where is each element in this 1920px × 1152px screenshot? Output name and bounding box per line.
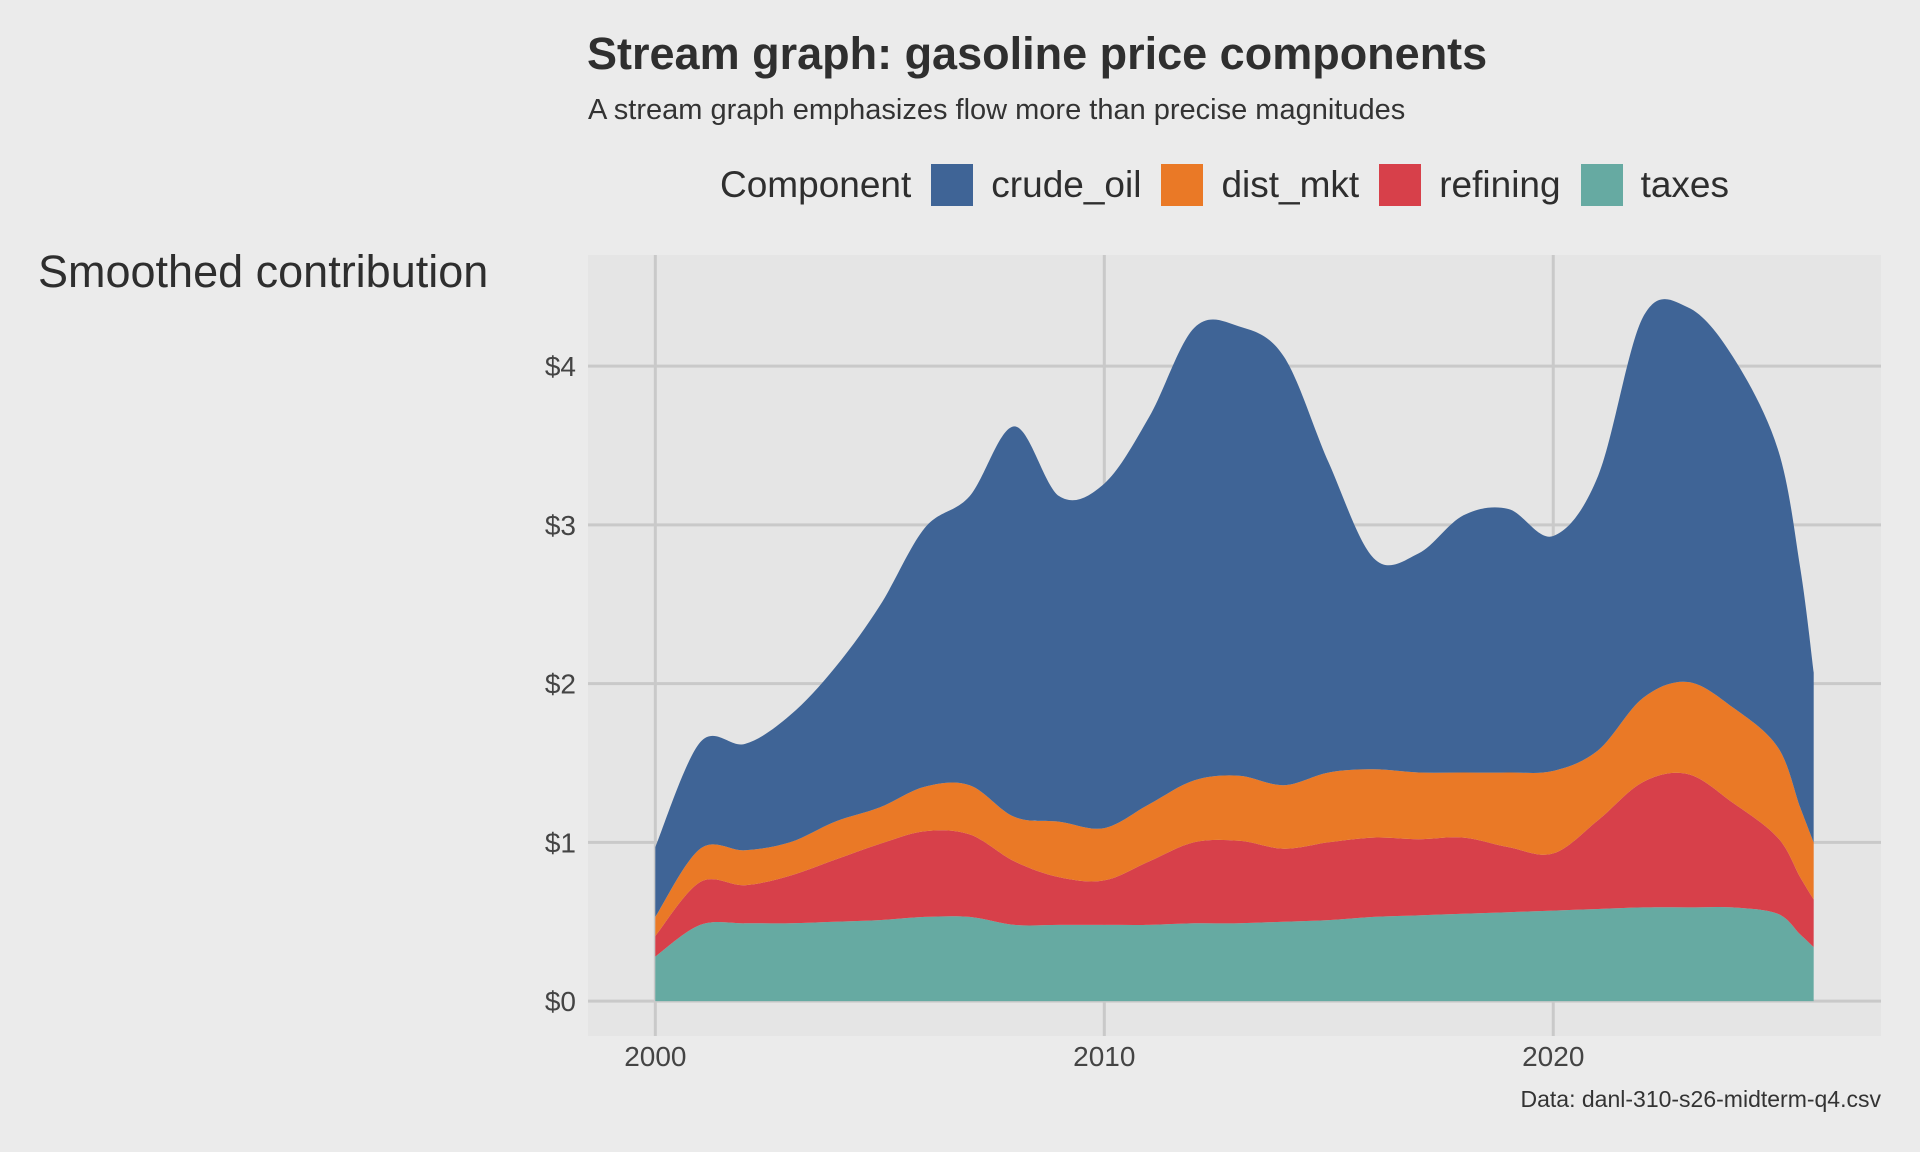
stream-area-taxes <box>655 906 1814 1002</box>
y-axis-ticks: $0 $1 $2 $3 $4 <box>545 351 576 1017</box>
legend-label-taxes: taxes <box>1640 164 1730 205</box>
stream-area-dist-mkt <box>655 681 1814 936</box>
x-tick-label: 2000 <box>624 1041 686 1072</box>
legend-item-dist-mkt: dist_mkt <box>1161 164 1359 206</box>
chart-title: Stream graph: gasoline price components <box>587 28 1488 79</box>
legend-title: Component <box>720 164 912 205</box>
stream-areas <box>655 299 1814 1002</box>
y-tick-label: $4 <box>545 351 576 382</box>
stream-area-crude-oil <box>655 299 1814 917</box>
legend-label-refining: refining <box>1439 164 1561 205</box>
x-axis-ticks: 2000 2010 2020 <box>624 1041 1584 1072</box>
legend-item-crude-oil: crude_oil <box>931 164 1141 206</box>
legend-item-taxes: taxes <box>1580 164 1730 206</box>
legend-item-refining: refining <box>1379 164 1561 206</box>
x-tick-label: 2020 <box>1522 1041 1584 1072</box>
legend: Component crude_oil dist_mkt refining ta… <box>720 162 1749 208</box>
y-tick-label: $1 <box>545 827 576 858</box>
legend-key-refining <box>1379 164 1422 206</box>
y-tick-label: $2 <box>545 669 576 700</box>
legend-key-crude-oil <box>931 164 974 206</box>
y-tick-label: $3 <box>545 510 576 541</box>
y-tick-label: $0 <box>545 986 576 1017</box>
stream-area-refining <box>655 772 1814 957</box>
legend-label-dist-mkt: dist_mkt <box>1221 164 1360 205</box>
legend-label-crude-oil: crude_oil <box>991 164 1142 205</box>
x-tick-label: 2010 <box>1073 1041 1135 1072</box>
chart-subtitle: A stream graph emphasizes flow more than… <box>588 94 1406 126</box>
data-caption: Data: danl-310-s26-midterm-q4.csv <box>1520 1086 1881 1112</box>
y-axis-label: Smoothed contribution <box>38 246 489 297</box>
legend-key-taxes <box>1580 164 1623 206</box>
legend-key-dist-mkt <box>1161 164 1204 206</box>
